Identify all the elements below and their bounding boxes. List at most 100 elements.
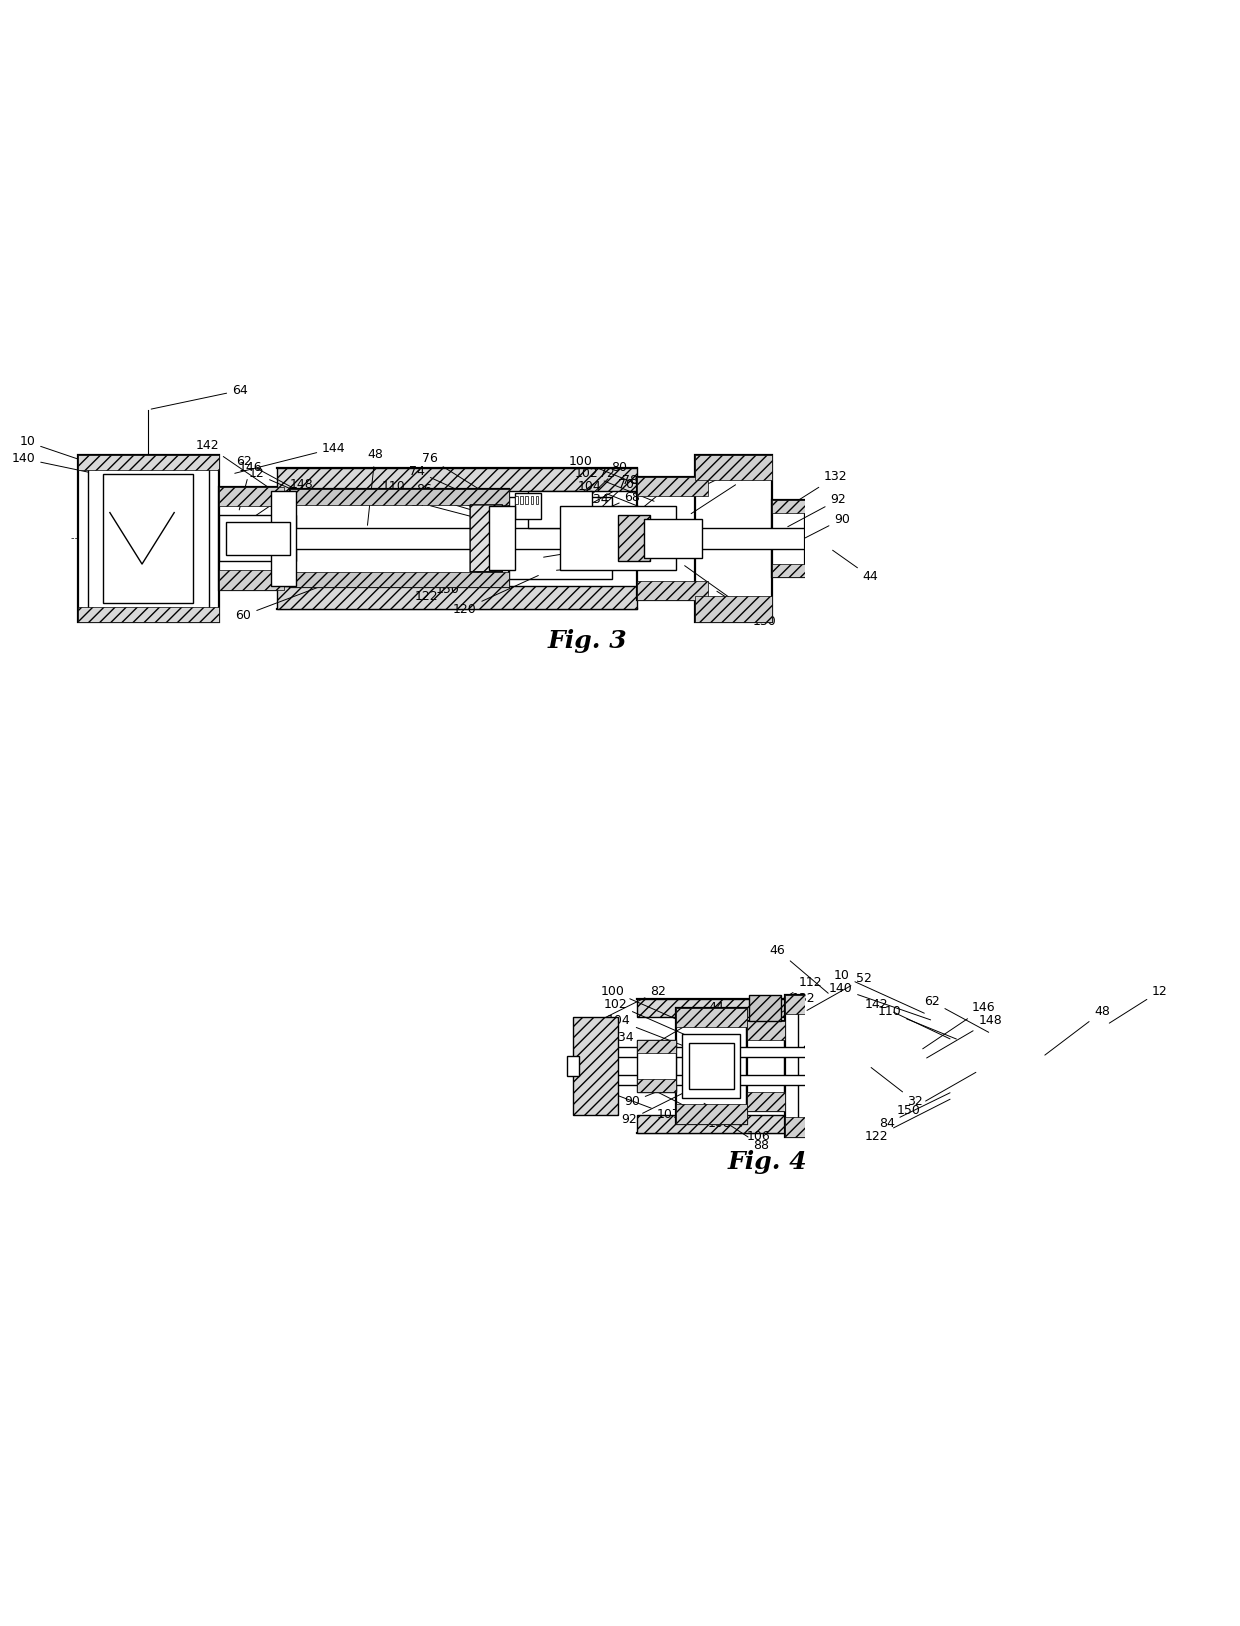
Polygon shape [470, 504, 508, 572]
Text: 70: 70 [549, 478, 634, 527]
Text: 84: 84 [879, 1093, 950, 1130]
Bar [560, 506, 676, 571]
Bar [972, 1059, 982, 1073]
Bar [290, 489, 508, 504]
Bar [901, 1028, 940, 1042]
Text: 16: 16 [557, 506, 644, 540]
Text: 88: 88 [704, 455, 763, 486]
Bar [637, 1041, 676, 1054]
Bar [950, 1101, 970, 1111]
Text: 82: 82 [588, 985, 666, 1026]
Text: 32: 32 [872, 1068, 924, 1109]
Text: 84: 84 [409, 496, 494, 522]
Text: 62: 62 [236, 455, 300, 493]
Bar [103, 475, 193, 603]
Bar [773, 564, 805, 577]
Text: 92: 92 [621, 1089, 689, 1127]
Text: 12: 12 [1110, 985, 1168, 1023]
Bar [946, 1086, 975, 1102]
Bar [515, 493, 541, 519]
Text: 82: 82 [626, 478, 680, 520]
Bar [949, 1020, 951, 1028]
Polygon shape [1101, 1033, 1132, 1099]
Bar [975, 1020, 977, 1028]
Bar [773, 499, 805, 512]
Bar [508, 498, 611, 579]
Bar [78, 455, 219, 470]
Text: 88: 88 [711, 1112, 769, 1153]
Text: 66: 66 [543, 538, 627, 558]
Text: 112: 112 [755, 976, 822, 1016]
Bar [567, 1055, 579, 1076]
Bar [792, 1002, 875, 1130]
Text: 48: 48 [367, 449, 383, 525]
Bar [637, 476, 708, 496]
Text: 106: 106 [704, 1104, 770, 1143]
Text: 90: 90 [794, 512, 851, 543]
Bar [746, 1021, 785, 1111]
Bar [952, 1020, 1132, 1033]
Bar [637, 476, 708, 600]
Bar [954, 1020, 956, 1028]
Bar [746, 1091, 785, 1111]
Bar [526, 496, 528, 504]
Text: 104: 104 [608, 1015, 693, 1049]
Text: 142: 142 [864, 998, 950, 1039]
Text: 44: 44 [832, 550, 878, 584]
Bar [785, 1117, 837, 1137]
Bar [676, 1008, 746, 1124]
Text: 148: 148 [247, 478, 314, 522]
Bar [637, 580, 708, 600]
Bar [88, 468, 208, 610]
Bar [290, 489, 508, 587]
Text: 100: 100 [568, 455, 647, 488]
Text: 110: 110 [878, 1005, 956, 1039]
Text: 12: 12 [248, 468, 314, 499]
Text: 69: 69 [557, 558, 637, 571]
Text: 80: 80 [575, 462, 627, 511]
Bar [807, 1015, 859, 1117]
Text: 52: 52 [807, 972, 872, 1010]
Text: 46: 46 [770, 943, 828, 993]
Bar [219, 486, 284, 506]
Bar [682, 1034, 740, 1098]
Bar [637, 1041, 676, 1091]
Bar [952, 1020, 1132, 1112]
Bar [78, 455, 219, 623]
Text: 92: 92 [787, 493, 846, 527]
Text: Fig. 3: Fig. 3 [547, 629, 627, 654]
Bar [676, 1104, 746, 1124]
Bar [611, 1047, 966, 1057]
Text: 110: 110 [382, 480, 512, 522]
Text: 104: 104 [578, 480, 658, 514]
Bar [773, 499, 805, 577]
Text: 10: 10 [833, 969, 924, 1013]
Text: 78: 78 [582, 473, 637, 527]
Text: 148: 148 [926, 1015, 1002, 1059]
Bar [746, 1021, 785, 1041]
Polygon shape [843, 1011, 882, 1120]
Text: 62: 62 [924, 995, 988, 1033]
Text: 150: 150 [436, 566, 512, 597]
Bar [637, 1115, 940, 1133]
Bar [232, 528, 966, 548]
Bar [959, 1020, 961, 1028]
Polygon shape [805, 528, 856, 548]
Text: 132: 132 [781, 470, 847, 511]
Text: 144: 144 [234, 442, 346, 473]
Text: 122: 122 [864, 1099, 950, 1143]
Text: 140: 140 [828, 982, 931, 1020]
Bar [490, 506, 515, 571]
Bar [219, 571, 284, 590]
Polygon shape [837, 995, 895, 1137]
Text: 140: 140 [11, 452, 94, 473]
Bar [696, 597, 773, 623]
Bar [611, 1075, 966, 1085]
Text: 64: 64 [151, 384, 248, 410]
Bar [219, 515, 296, 561]
Bar [696, 455, 773, 480]
Bar [785, 995, 837, 1137]
Text: 48: 48 [1045, 1005, 1110, 1055]
Text: Fig. 4: Fig. 4 [728, 1150, 807, 1174]
Bar [908, 1060, 1240, 1072]
